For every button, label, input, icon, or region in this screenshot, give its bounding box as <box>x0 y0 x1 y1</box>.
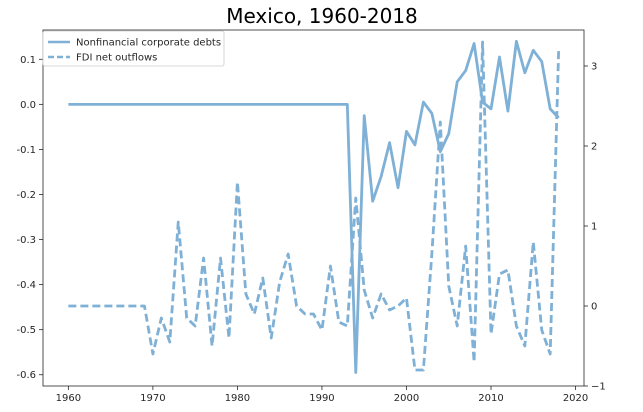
y-left-tick-label: -0.3 <box>16 235 36 246</box>
y-left-tick-label: -0.6 <box>16 370 36 381</box>
chart-title: Mexico, 1960-2018 <box>226 4 418 28</box>
y-left-tick-label: 0.0 <box>20 100 36 111</box>
legend-label-nonfinancial-corporate-debts: Nonfinancial corporate debts <box>76 38 221 49</box>
x-tick-label: 2000 <box>394 393 419 404</box>
y-axis-right: −1 0 1 2 3 <box>584 62 606 393</box>
legend: Nonfinancial corporate debts FDI net out… <box>42 30 225 67</box>
y-left-tick-label: -0.2 <box>16 190 36 201</box>
series-line-nonfinancial-corporate-debts <box>68 39 560 374</box>
x-tick-label: 1970 <box>140 393 165 404</box>
x-tick-label: 1960 <box>56 393 81 404</box>
y-right-tick-label: −1 <box>591 382 606 393</box>
y-right-tick-label: 2 <box>591 142 597 153</box>
y-axis-left: -0.6 -0.5 -0.4 -0.3 -0.2 -0.1 0.0 0.1 <box>16 55 43 381</box>
x-tick-label: 1980 <box>225 393 250 404</box>
y-left-tick-label: -0.5 <box>16 325 36 336</box>
y-left-tick-label: -0.1 <box>16 145 36 156</box>
y-right-tick-label: 3 <box>591 62 597 73</box>
x-tick-label: 2020 <box>563 393 588 404</box>
y-right-tick-label: 0 <box>591 302 597 313</box>
axes-frame <box>42 29 585 387</box>
x-tick-label: 1990 <box>309 393 334 404</box>
y-left-tick-label: 0.1 <box>20 55 36 66</box>
y-right-tick-label: 1 <box>591 222 597 233</box>
x-tick-label: 2010 <box>478 393 503 404</box>
y-left-tick-label: -0.4 <box>16 280 36 291</box>
series-line-fdi-net-outflows <box>68 40 561 372</box>
x-axis: 1960 1970 1980 1990 2000 2010 2020 <box>56 386 588 404</box>
series-layer <box>68 39 561 374</box>
legend-label-fdi-net-outflows: FDI net outflows <box>76 53 157 64</box>
plot-area: 1960 1970 1980 1990 2000 2010 2020 -0.6-0.5-0.… <box>16 29 606 404</box>
legend-box <box>42 30 225 67</box>
